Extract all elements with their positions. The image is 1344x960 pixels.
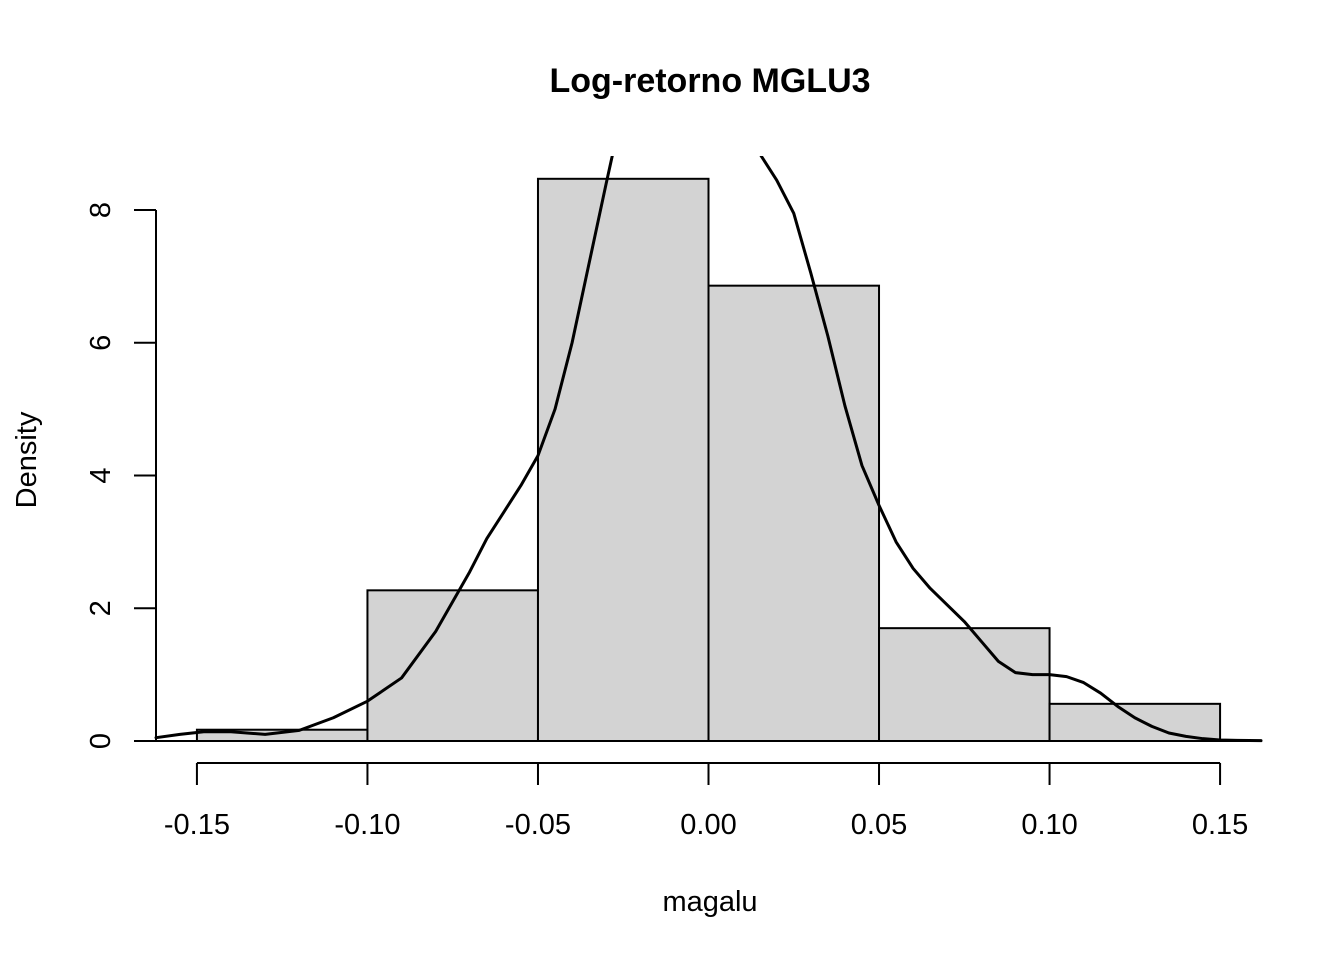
x-tick-label: 0.10 [1021,809,1077,841]
x-axis-label: magalu [662,886,757,918]
histogram-bars [156,177,1261,743]
density-curve-group [154,156,1263,743]
x-tick-label: -0.15 [164,809,230,841]
density-curve [154,156,1263,743]
x-tick-label: -0.05 [505,809,571,841]
histogram-bar-3 [536,177,710,742]
x-tick-label: 0.05 [851,809,907,841]
y-tick-label: 6 [85,335,117,351]
histogram-bar-2 [366,589,539,742]
chart-title: Log-retorno MGLU3 [549,62,870,100]
y-axis: 0 2 4 6 8 [85,202,157,749]
histogram-bar-5 [878,627,1051,742]
y-tick-label: 4 [85,467,117,483]
x-tick-label: 0.00 [680,809,736,841]
histogram-bar-4 [707,284,881,742]
y-tick-label: 2 [85,600,117,616]
x-tick-label: -0.10 [334,809,400,841]
y-axis-label: Density [11,411,43,508]
y-tick-label: 8 [85,202,117,218]
histogram-bar-6 [1048,702,1222,743]
x-tick-label: 0.15 [1192,809,1248,841]
y-tick-label: 0 [85,733,117,749]
x-axis: -0.15 -0.10 -0.05 0.00 0.05 0.10 0.15 [164,762,1248,841]
